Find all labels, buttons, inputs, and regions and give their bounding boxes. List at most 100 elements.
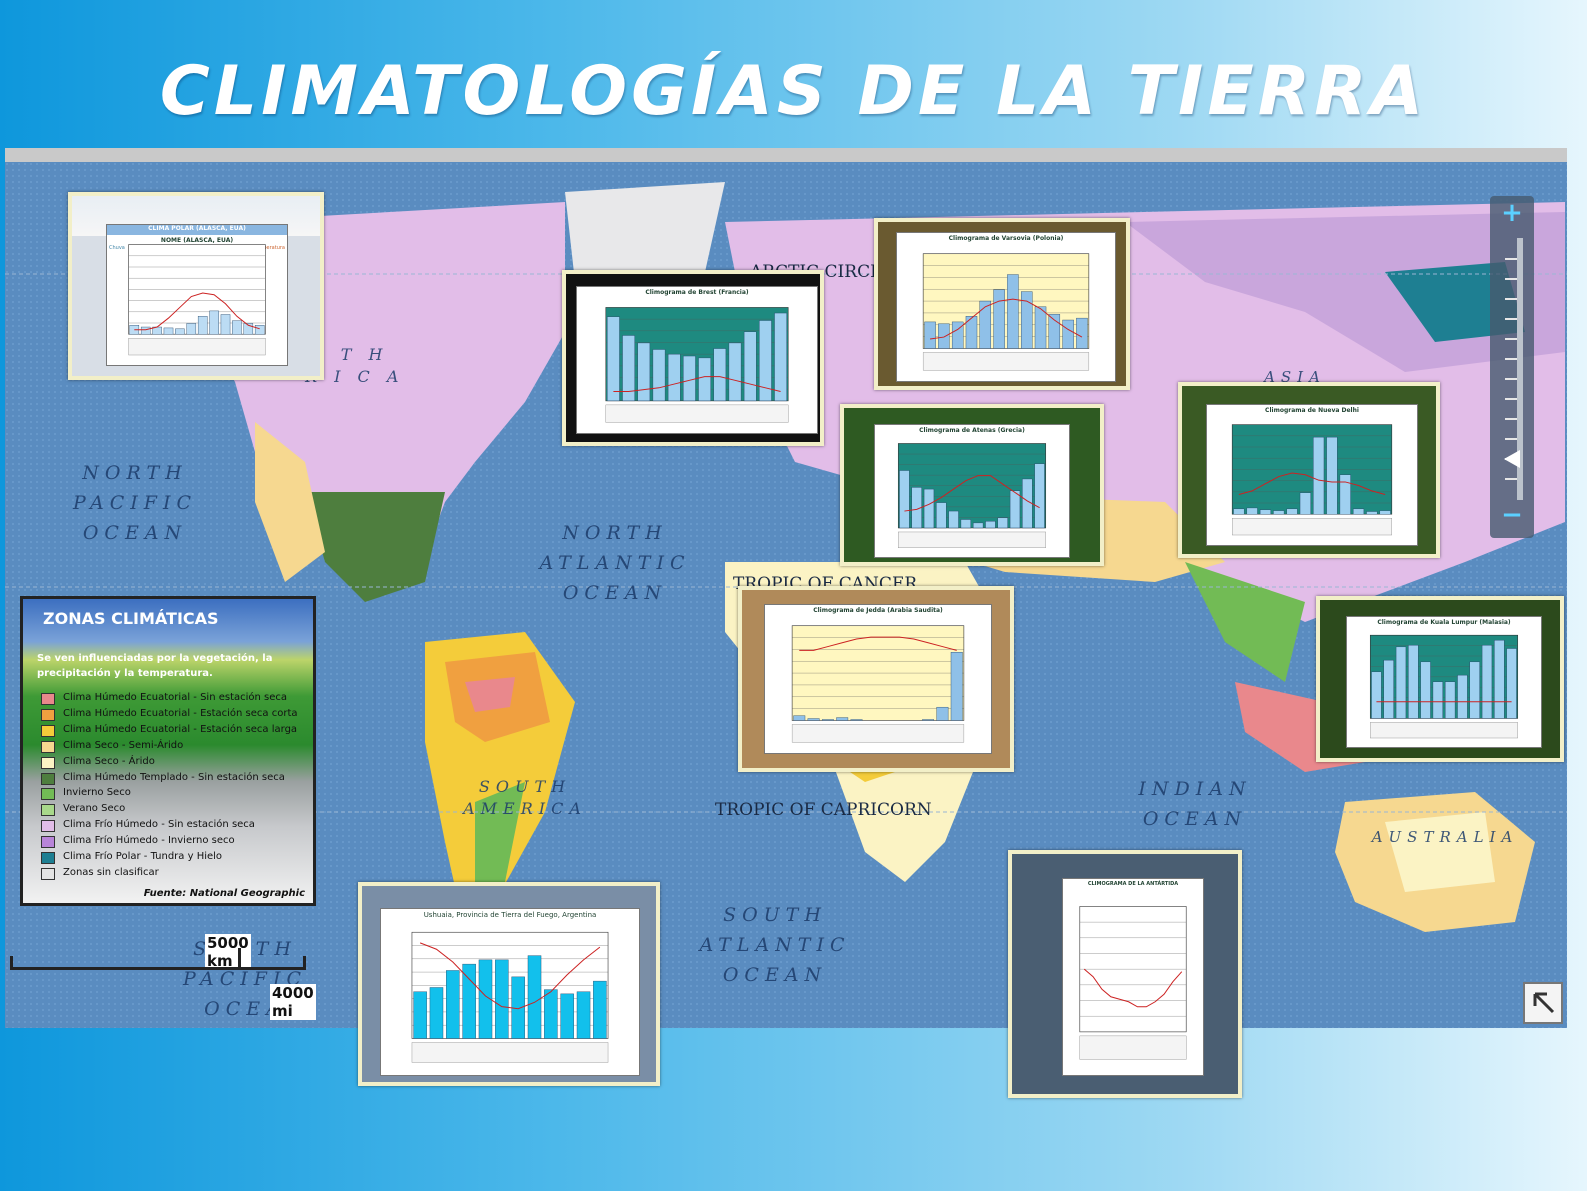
precip-bar [560,993,574,1039]
polar-header: CLIMA POLAR (ALASCA, EUA) [107,225,287,235]
precip-bar [1299,492,1311,515]
temp-line [613,376,781,393]
precip-bar [979,300,992,349]
plus-icon[interactable]: + [1501,198,1523,228]
precip-bar [1022,478,1033,529]
precip-bar [774,312,787,402]
data-table [898,531,1046,548]
south-atlantic-label: SOUTH ATLANTIC OCEAN [699,904,851,986]
minus-icon[interactable]: − [1501,500,1523,530]
precip-bar [993,289,1005,349]
precip-bar [495,959,509,1039]
legend-swatch [41,867,55,880]
legend-subtitle: Se ven influenciadas por la vegetación, … [37,653,273,679]
data-table [1079,1035,1187,1060]
precip-bar [593,980,607,1039]
climograph-antartida[interactable]: CLIMOGRAMA DE LA ANTÁRTIDA [1008,850,1242,1098]
precip-bar [973,522,984,529]
precip-bar [1009,490,1021,529]
climate-zones-legend: ZONAS CLIMÁTICAS Se ven influenciadas po… [20,596,316,906]
polar-right-label: Temperatura [253,245,285,251]
precip-bar [413,991,427,1039]
precip-bar [140,326,151,335]
temp-line [419,942,601,1010]
antartida-title: CLIMOGRAMA DE LA ANTÁRTIDA [1087,881,1179,887]
legend-item-label: Clima Húmedo Ecuatorial - Estación seca … [63,723,298,735]
precip-bar [960,519,971,529]
precip-bar [1379,510,1391,515]
precip-bar [1259,509,1271,515]
precip-bar [175,328,185,335]
precip-bar [1048,314,1061,349]
precip-bar [997,517,1008,529]
precip-bar [667,353,681,402]
legend-swatch [41,756,55,769]
data-table [922,352,1090,371]
legend-swatch [41,693,55,705]
precip-bar [622,335,635,402]
precip-bar [1326,436,1338,515]
legend-item-label: Clima Húmedo Ecuatorial - Estación seca … [63,707,298,719]
delhi-title: Climograma de Nueva Delhi [1265,407,1359,414]
precip-bar [1371,671,1382,719]
legend-swatch [41,788,55,801]
arrow-up-left-icon[interactable] [1523,982,1563,1024]
south-america-label: SOUTH AMERICA [463,777,587,818]
precip-bar [1506,648,1517,719]
precip-bar [197,316,208,335]
data-table [605,404,789,423]
data-table [411,1042,609,1063]
precip-bar [544,989,558,1039]
precip-bar [1420,661,1431,719]
precip-bar [254,325,265,335]
legend-item-label: Verano Seco [63,803,126,815]
precip-bar [1383,659,1394,719]
precip-bar [652,349,666,402]
precip-bar [728,342,742,402]
precip-bar [1408,644,1419,719]
zoom-handle[interactable] [1504,450,1520,468]
zoom-control[interactable]: + − [1490,196,1534,538]
asia-label: ASIA [1264,368,1326,386]
precip-bar [1432,681,1443,719]
precip-bar [713,348,727,402]
data-table [1370,722,1518,739]
climograph-kuala[interactable]: Climograma de Kuala Lumpur (Malasia) [1316,596,1564,762]
precip-bar [948,510,959,529]
scale-bar [10,956,306,970]
varsovia-title: Climograma de Varsovia (Polonia) [948,235,1064,242]
scale-km: 5000 km [205,934,251,970]
climograph-brest[interactable]: Climograma de Brest (Francia) [562,270,824,446]
temp-line [134,292,260,331]
precip-bar [232,320,242,335]
legend-swatch [41,836,55,849]
precip-bar [637,342,651,402]
climograph-ushuaia[interactable]: Ushuaia, Provincia de Tierra del Fuego, … [358,882,660,1086]
precip-bar [1353,508,1365,515]
precip-bar [743,331,757,402]
legend-swatch [41,820,55,833]
scale-mi: 4000 mi [270,984,316,1020]
temp-line [904,475,1040,512]
climograph-delhi[interactable]: Climograma de Nueva Delhi [1178,382,1440,558]
climograph-polar[interactable]: CLIMA POLAR (ALASCA, EUA) NOME (ALASCA, … [68,192,324,380]
polar-left-label: Chuva [109,245,125,251]
legend-item-label: Clima Húmedo Templado - Sin estación sec… [63,771,285,783]
atenas-title: Climograma de Atenas (Grecia) [919,427,1025,434]
precip-bar [899,470,910,529]
precip-bar [793,715,806,721]
legend-item-label: Clima Seco - Árido [63,755,155,767]
climograph-atenas[interactable]: Climograma de Atenas (Grecia) [840,404,1104,566]
climograph-jedda[interactable]: Climograma de Jedda (Arabia Saudita) [738,586,1014,772]
temp-line [929,298,1083,340]
legend-item-label: Clima Seco - Semi-Árido [63,739,184,751]
precip-bar [1233,508,1245,515]
kuala-title: Climograma de Kuala Lumpur (Malasia) [1377,619,1511,626]
precip-bar [936,706,949,721]
precip-bar [1076,317,1088,349]
ushuaia-title: Ushuaia, Provincia de Tierra del Fuego, … [423,911,597,919]
precip-bar [527,955,542,1039]
precip-bar [1469,661,1480,719]
climograph-varsovia[interactable]: Climograma de Varsovia (Polonia) [874,218,1130,390]
data-table [791,724,965,743]
